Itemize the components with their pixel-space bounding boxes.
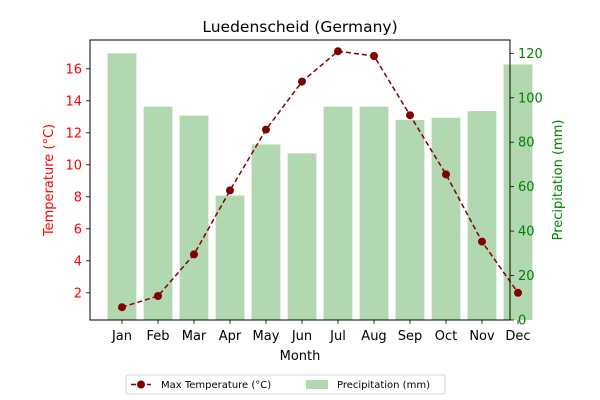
temperature-point-sep <box>406 111 414 120</box>
temperature-point-jul <box>334 47 342 56</box>
right-tick-label: 120 <box>518 47 543 62</box>
temperature-point-mar <box>190 250 198 259</box>
temperature-point-dec <box>514 288 522 297</box>
left-tick-label: 10 <box>65 158 82 173</box>
x-axis-ticks: Jan Feb Mar Apr May Jun Jul Aug Sep Oct Nov Dec <box>111 320 531 344</box>
x-axis-label: Month <box>280 349 321 364</box>
x-tick-label-dec: Dec <box>505 329 530 344</box>
x-tick-label-jul: Jul <box>329 329 346 344</box>
right-tick-label: 80 <box>518 136 535 151</box>
precip-bar-feb <box>143 106 173 321</box>
precipitation-bars <box>107 53 533 321</box>
left-tick-label: 16 <box>65 62 82 77</box>
precip-bar-dec <box>503 64 533 320</box>
temperature-point-may <box>262 125 270 134</box>
left-tick-label: 4 <box>74 254 82 269</box>
temperature-point-nov <box>478 237 486 246</box>
legend-label-precipitation: Precipitation (mm) <box>337 380 430 391</box>
right-tick-label: 40 <box>518 225 535 240</box>
legend-bar-swatch <box>306 380 328 389</box>
precip-bar-jun <box>287 153 317 320</box>
x-tick-label-oct: Oct <box>435 329 457 344</box>
legend-label-temperature: Max Temperature (°C) <box>161 380 271 391</box>
temperature-point-feb <box>154 292 162 300</box>
x-tick-label-sep: Sep <box>398 329 423 344</box>
temperature-line-group <box>118 47 522 312</box>
right-axis-label: Precipitation (mm) <box>551 120 566 241</box>
precip-bar-apr <box>215 195 245 320</box>
precip-bar-aug <box>359 106 389 321</box>
left-axis-label: Temperature (°C) <box>42 124 57 237</box>
x-tick-label-mar: Mar <box>182 329 207 344</box>
left-tick-label: 6 <box>74 222 82 237</box>
right-tick-label: 100 <box>518 91 543 106</box>
chart-title: Luedenscheid (Germany) <box>202 18 397 36</box>
right-tick-label: 60 <box>518 180 535 195</box>
precip-bar-jan <box>107 53 137 320</box>
temperature-point-oct <box>442 170 450 179</box>
temperature-point-jun <box>298 77 306 86</box>
right-tick-label: 0 <box>518 314 526 329</box>
left-tick-label: 12 <box>65 126 82 141</box>
temperature-point-jan <box>118 303 126 312</box>
x-tick-label-may: May <box>253 329 280 344</box>
x-tick-label-aug: Aug <box>361 329 386 344</box>
x-tick-label-jan: Jan <box>111 329 132 344</box>
precip-bar-sep <box>395 120 425 320</box>
left-tick-label: 14 <box>65 94 82 109</box>
x-tick-label-feb: Feb <box>146 329 169 344</box>
precip-bar-jul <box>323 106 353 321</box>
x-tick-label-nov: Nov <box>469 329 495 344</box>
x-tick-label-jun: Jun <box>291 329 312 344</box>
legend-box <box>125 374 446 395</box>
right-tick-label: 20 <box>518 269 535 284</box>
temperature-line <box>121 50 519 308</box>
precip-bar-may <box>251 144 281 320</box>
precip-bar-oct <box>431 117 461 321</box>
precip-bar-nov <box>467 111 497 320</box>
x-tick-label-apr: Apr <box>219 329 242 344</box>
plot-frame <box>89 39 511 321</box>
left-axis-ticks: 2 4 6 8 10 12 14 16 <box>65 62 90 301</box>
left-tick-label: 2 <box>74 286 82 301</box>
precip-bar-mar <box>179 115 209 320</box>
right-axis-ticks: 0 20 40 60 80 100 120 <box>510 47 543 329</box>
legend: Max Temperature (°C) Precipitation (mm) <box>125 374 446 395</box>
left-tick-label: 8 <box>74 190 82 205</box>
temperature-point-apr <box>226 186 234 195</box>
legend-marker-swatch <box>137 380 145 389</box>
temperature-point-aug <box>370 52 378 60</box>
